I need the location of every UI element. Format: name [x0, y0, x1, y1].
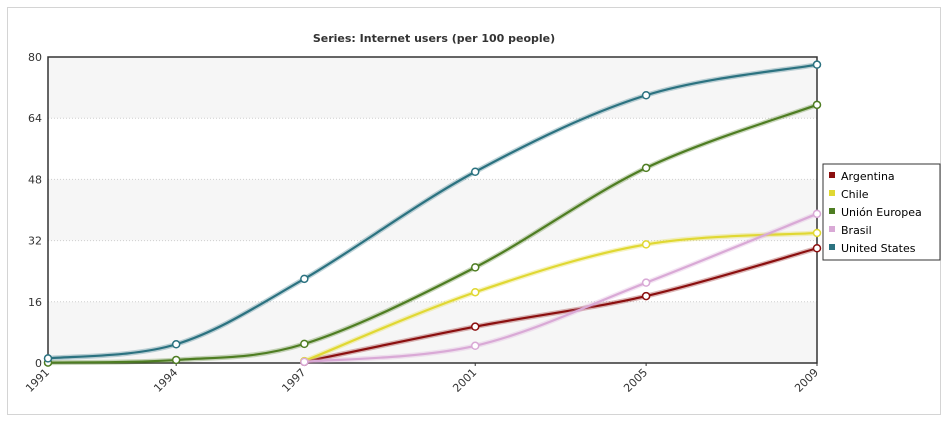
legend-label: Argentina [841, 170, 895, 183]
y-tick-label: 48 [28, 173, 42, 186]
y-tick-label: 16 [28, 296, 42, 309]
line-chart: Series: Internet users (per 100 people) … [23, 32, 941, 395]
legend-swatch [829, 190, 835, 196]
legend-item[interactable]: United States [829, 242, 916, 255]
grid-band [48, 179, 817, 241]
y-tick-label: 80 [28, 51, 42, 64]
series-4 [43, 60, 822, 363]
data-point[interactable] [470, 322, 480, 331]
chart-title: Series: Internet users (per 100 people) [313, 32, 555, 45]
legend-swatch [829, 244, 835, 250]
grid-lines [48, 56, 817, 364]
data-point[interactable] [470, 287, 480, 297]
legend-label: Unión Europea [841, 206, 922, 219]
y-tick-label: 32 [28, 235, 42, 248]
series-3 [300, 209, 822, 367]
legend-item[interactable]: Unión Europea [829, 206, 922, 219]
data-point[interactable] [812, 209, 822, 219]
data-point[interactable] [300, 274, 309, 284]
series-line[interactable] [304, 247, 818, 363]
legend-swatch [829, 208, 835, 214]
data-point[interactable] [641, 278, 651, 287]
legend-label: Chile [841, 188, 869, 201]
x-tick-label: 1997 [279, 366, 308, 395]
legend[interactable]: Argentina Chile Unión Europea Brasil United … [822, 163, 941, 261]
grid-band [48, 57, 817, 119]
chart-frame: Series: Internet users (per 100 people) … [7, 7, 941, 415]
data-point[interactable] [812, 228, 822, 238]
data-point[interactable] [812, 60, 822, 69]
data-point[interactable] [470, 167, 480, 176]
data-point[interactable] [641, 291, 651, 301]
data-point[interactable] [812, 244, 822, 253]
data-point[interactable] [171, 355, 181, 365]
y-tick-label: 0 [35, 357, 42, 370]
series-line[interactable] [304, 212, 818, 363]
data-point[interactable] [470, 263, 480, 272]
data-point[interactable] [641, 163, 651, 173]
series-lines [43, 60, 822, 367]
data-point[interactable] [470, 341, 480, 351]
legend-label: Brasil [841, 224, 872, 237]
legend-swatch [829, 172, 835, 178]
legend-swatch [829, 226, 835, 232]
data-point[interactable] [171, 340, 181, 349]
y-tick-label: 64 [28, 112, 42, 125]
data-point[interactable] [641, 91, 651, 100]
data-point[interactable] [300, 357, 309, 367]
legend-label: United States [841, 242, 916, 255]
x-tick-label: 1994 [151, 366, 180, 395]
x-tick-label: 2005 [621, 366, 650, 395]
legend-item[interactable]: Argentina [829, 170, 895, 183]
data-point[interactable] [300, 339, 309, 349]
data-point[interactable] [43, 354, 53, 363]
series-line[interactable] [303, 231, 818, 363]
legend-item[interactable]: Brasil [829, 224, 872, 237]
x-tick-label: 2009 [792, 366, 821, 395]
data-point[interactable] [641, 240, 651, 249]
legend-box [822, 163, 941, 261]
legend-item[interactable]: Chile [829, 188, 869, 201]
x-tick-label: 2001 [450, 366, 479, 395]
data-point[interactable] [812, 100, 822, 110]
x-tick-label: 1991 [23, 366, 52, 395]
